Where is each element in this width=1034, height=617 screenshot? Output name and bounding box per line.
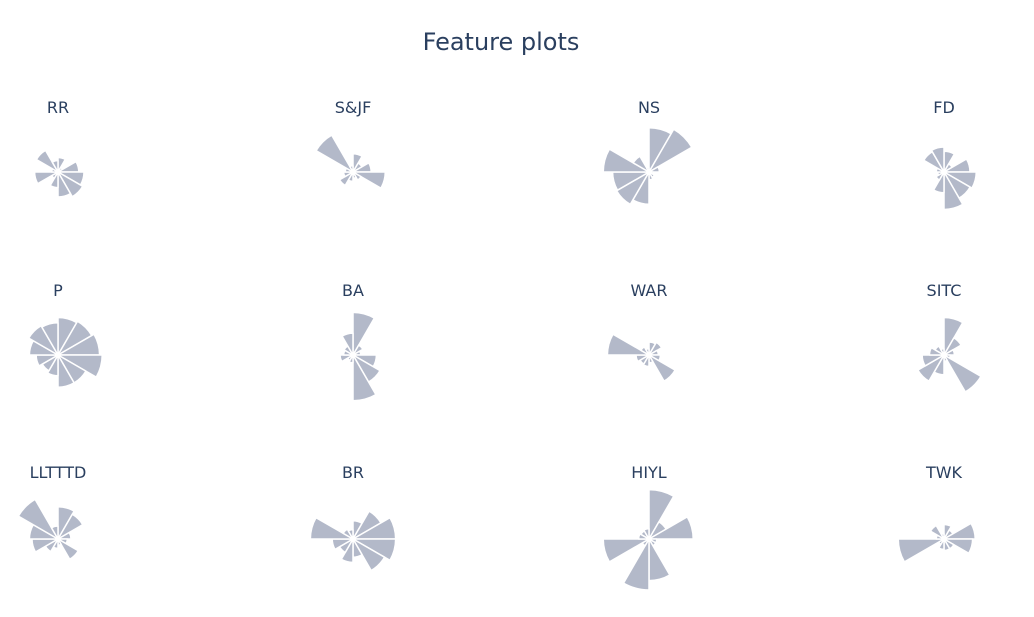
polar-bar-wedge [602,538,650,563]
polar-bar-wedge [648,341,663,356]
polar-bar-wedge [352,354,377,402]
subplot-title: P [53,281,63,300]
polar-bar-wedge [645,348,650,356]
subplot-title: LLTTTD [30,463,87,482]
polar-bar-wedge [648,166,661,173]
polar-bar-wedge [943,171,964,211]
polar-subplot: NS [602,98,693,206]
polar-bar-wedge [917,354,945,382]
polar-bar-wedge [934,345,945,356]
polar-bar-wedge [940,348,945,356]
polar-bar-wedge [648,354,676,382]
subplot-title: BR [342,463,364,482]
polar-bar-wedge [50,525,59,540]
subplot-title: S&JF [335,98,372,117]
polar-bar-wedge [309,516,354,540]
subplot-title: NS [638,98,660,117]
polar-bar-wedge [349,165,354,173]
polar-subplot: FD [922,98,977,211]
polar-bar-wedge [315,134,354,173]
polar-bar-wedge [35,149,59,173]
polar-bar-wedge [41,322,59,356]
polar-bar-wedge [943,538,951,552]
polar-bar-wedge [929,524,945,540]
subplot-title: TWK [925,463,963,482]
polar-bar-wedge [602,148,650,173]
polar-bar-wedge [940,533,945,540]
polar-bar-wedge [341,332,354,356]
polar-bar-wedge [17,498,59,540]
subplot-title: SITC [927,281,962,300]
polar-bar-wedge [897,538,945,563]
polar-subplot: TWK [897,463,976,563]
polar-bar-wedge [648,538,671,582]
page-title: Feature plots [422,28,580,56]
polar-bar-wedge [943,354,982,393]
polar-bar-wedge [27,324,59,356]
polar-subplot: S&JF [315,98,386,189]
polar-bar-wedge [606,333,650,356]
polar-subplot: P [27,281,103,388]
polar-bar-wedge [632,155,650,173]
polar-subplot: WAR [606,281,676,382]
polar-bar-wedge [622,538,650,591]
polar-bar-wedge [57,171,84,198]
polar-bar-wedge [646,167,650,173]
polar-bar-wedge [352,344,364,356]
subplot-title: WAR [630,281,667,300]
subplot-title: HIYL [631,463,667,482]
polar-subplot: LLTTTD [17,463,87,561]
polar-bar-wedge [648,128,693,173]
polar-bar-wedge [943,349,956,356]
polar-bar-wedge [643,527,650,540]
polar-bar-wedge [57,513,84,540]
polar-bar-wedge [352,311,376,356]
subplot-title: FD [933,98,955,117]
polar-bar-wedge [57,171,72,198]
polar-bar-wedge [921,354,945,367]
polar-bar-wedge [347,528,354,540]
polar-bar-wedge [33,171,59,185]
subplot-title: RR [47,98,69,117]
polar-bar-wedge [342,528,354,540]
polar-bar-wedge [339,354,354,363]
polar-subplot: SITC [917,281,982,393]
polar-bar-wedge [352,538,386,572]
polar-bar-wedge [648,488,675,540]
polar-bar-wedge [57,354,75,388]
polar-bar-wedge [57,531,72,540]
polar-bar-wedge [943,522,976,540]
polar-bar-wedge [930,146,945,173]
polar-bar-wedge [57,538,80,561]
polar-subplot: RR [33,98,85,198]
polar-bar-wedge [342,171,354,178]
polar-bar-wedge [51,159,59,173]
polar-subplot: HIYL [602,463,694,591]
subplot-title: BA [342,281,364,300]
polar-subplot: BR [309,463,397,572]
polar-bar-wedge [338,171,354,187]
polar-bar-wedge [615,171,650,206]
polar-subplot: BA [339,281,381,402]
polar-bar-wedge [943,337,962,356]
polar-bar-wedge [648,516,694,540]
